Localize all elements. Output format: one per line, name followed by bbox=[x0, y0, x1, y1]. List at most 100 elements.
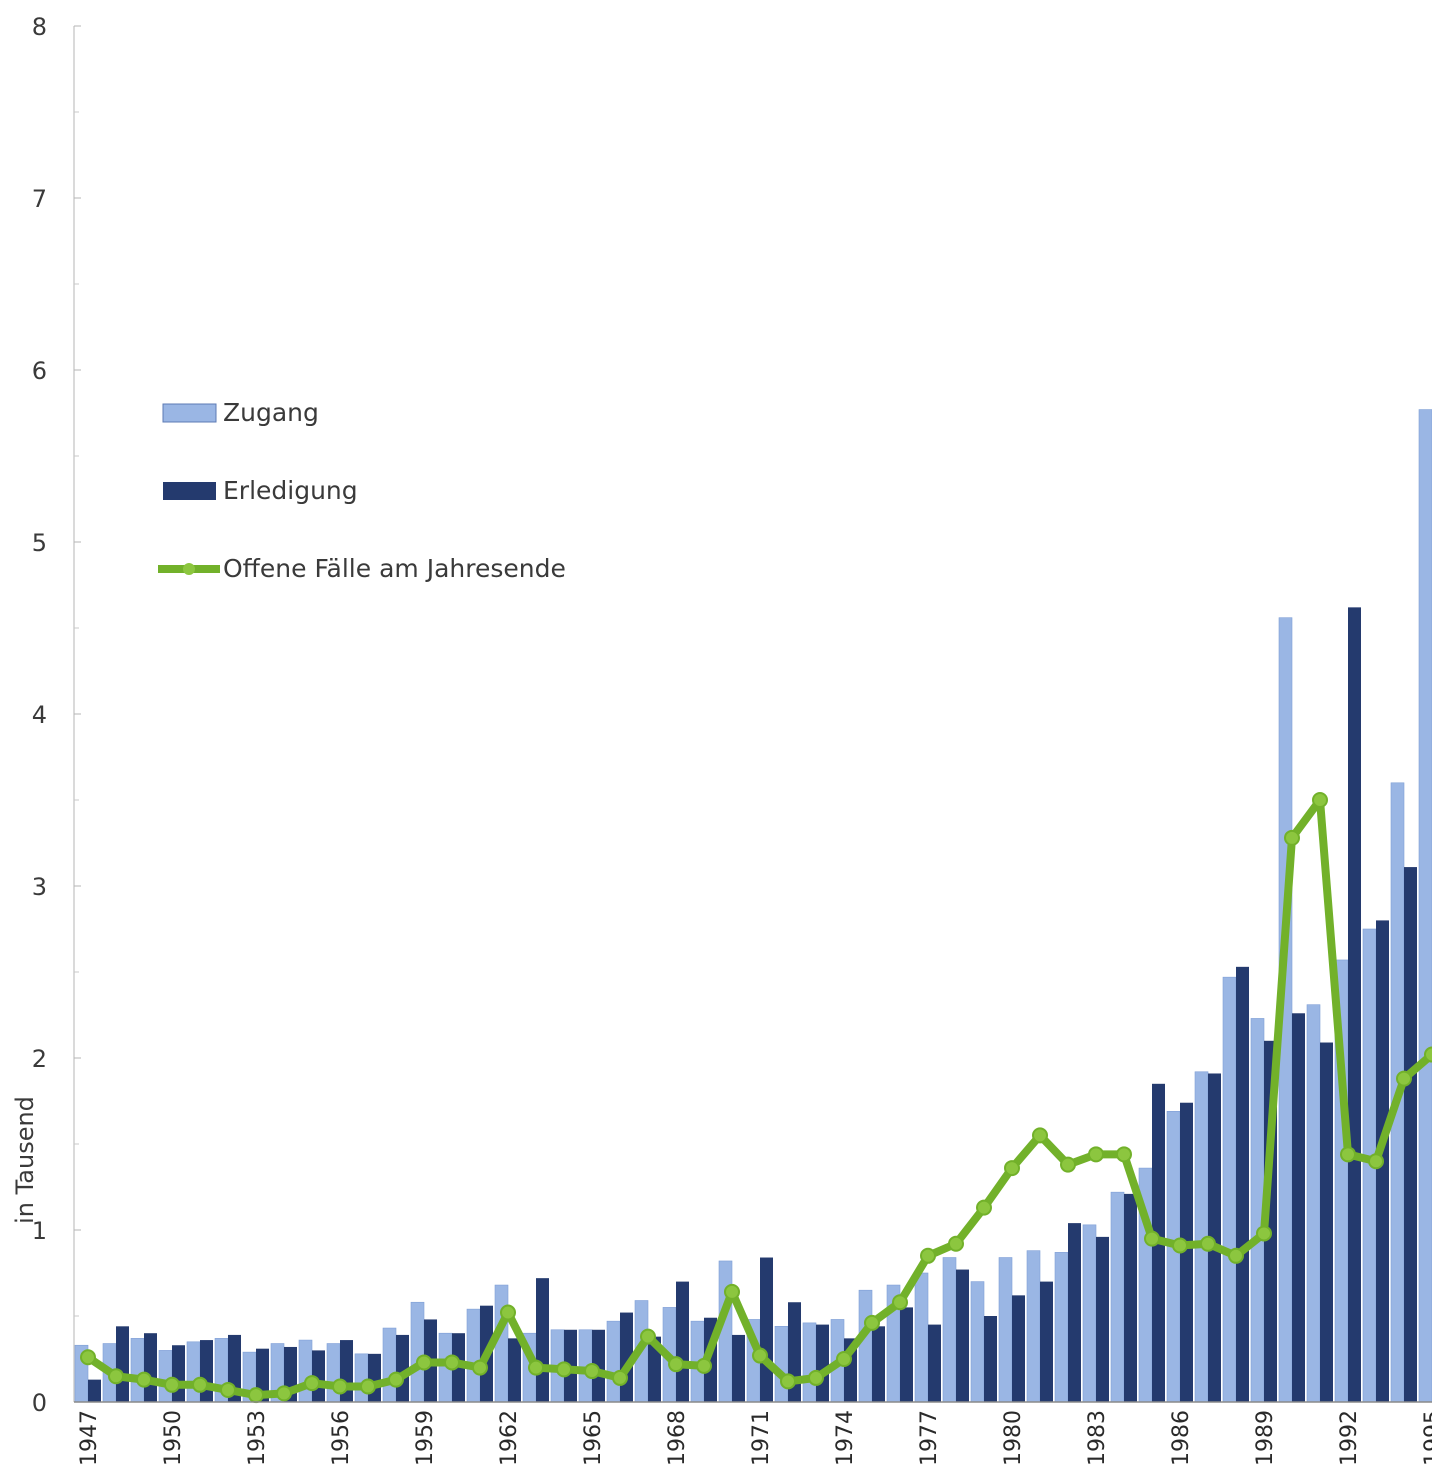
point-offene-faelle bbox=[836, 1351, 852, 1367]
bar-erledigung bbox=[116, 1326, 129, 1402]
point-offene-faelle bbox=[500, 1304, 516, 1321]
line-series bbox=[80, 792, 1432, 1404]
point-offene-faelle bbox=[724, 1283, 740, 1300]
bar-zugang bbox=[606, 1320, 621, 1403]
bar-erledigung bbox=[872, 1326, 885, 1402]
x-tick-label: 1953 bbox=[245, 1410, 270, 1466]
bar-zugang bbox=[942, 1257, 957, 1403]
bar-erledigung bbox=[816, 1324, 829, 1402]
bar-erledigung bbox=[1180, 1102, 1193, 1402]
x-tick-label: 1977 bbox=[917, 1410, 942, 1466]
point-offene-faelle bbox=[1088, 1146, 1104, 1163]
x-tick-label: 1959 bbox=[413, 1410, 438, 1466]
bar-erledigung bbox=[1208, 1073, 1221, 1402]
bar-erledigung bbox=[1124, 1193, 1137, 1402]
legend-label-zugang: Zugang bbox=[223, 398, 319, 427]
y-tick-label: 2 bbox=[32, 1045, 47, 1073]
point-offene-faelle bbox=[668, 1356, 684, 1373]
point-offene-faelle bbox=[1144, 1230, 1160, 1247]
legend-label-offene-faelle: Offene Fälle am Jahresende bbox=[223, 554, 566, 583]
y-tick-label: 0 bbox=[32, 1389, 47, 1417]
bar-zugang bbox=[1082, 1224, 1097, 1403]
bar-zugang bbox=[382, 1327, 397, 1403]
point-offene-faelle bbox=[360, 1378, 376, 1395]
y-tick-label: 5 bbox=[32, 529, 47, 557]
bar-erledigung bbox=[508, 1338, 521, 1402]
x-axis: 1947 1950 1953 1956 1959 1962 1965 1968 1971 1974… bbox=[74, 1401, 1432, 1466]
point-offene-faelle bbox=[1032, 1127, 1048, 1144]
bar-erledigung bbox=[1012, 1295, 1025, 1402]
bar-erledigung bbox=[676, 1281, 689, 1402]
point-offene-faelle bbox=[696, 1357, 712, 1374]
point-offene-faelle bbox=[584, 1363, 600, 1380]
legend-marker-offene-faelle bbox=[183, 563, 195, 575]
point-offene-faelle bbox=[1340, 1146, 1356, 1163]
x-tick-label: 1983 bbox=[1085, 1410, 1110, 1466]
bar-erledigung bbox=[1096, 1236, 1109, 1402]
bar-erledigung bbox=[760, 1257, 773, 1402]
point-offene-faelle bbox=[1424, 1046, 1432, 1063]
point-offene-faelle bbox=[1368, 1153, 1384, 1170]
bar-erledigung bbox=[648, 1336, 661, 1402]
y-tick-label: 7 bbox=[32, 185, 47, 213]
bar-zugang bbox=[410, 1301, 425, 1403]
point-offene-faelle bbox=[1172, 1237, 1188, 1254]
bar-erledigung bbox=[1236, 966, 1249, 1402]
point-offene-faelle bbox=[892, 1294, 908, 1311]
x-tick-label: 1962 bbox=[497, 1410, 522, 1466]
x-tick-label: 1956 bbox=[329, 1410, 354, 1466]
bar-erledigung bbox=[1068, 1223, 1081, 1402]
point-offene-faelle bbox=[1256, 1225, 1272, 1242]
bar-zugang bbox=[130, 1338, 145, 1403]
point-offene-faelle bbox=[416, 1354, 432, 1371]
point-offene-faelle bbox=[1004, 1160, 1020, 1177]
point-offene-faelle bbox=[528, 1359, 544, 1376]
legend-item-zugang: Zugang bbox=[162, 398, 319, 427]
point-offene-faelle bbox=[948, 1235, 964, 1252]
point-offene-faelle bbox=[1116, 1146, 1132, 1163]
point-offene-faelle bbox=[164, 1376, 180, 1393]
point-offene-faelle bbox=[1284, 829, 1300, 846]
legend-label-erledigung: Erledigung bbox=[223, 476, 358, 505]
point-offene-faelle bbox=[864, 1314, 880, 1331]
x-tick-label: 1989 bbox=[1253, 1410, 1278, 1466]
legend-item-offene-faelle: Offene Fälle am Jahresende bbox=[158, 554, 566, 583]
y-tick-label: 3 bbox=[32, 873, 47, 901]
bar-zugang bbox=[158, 1350, 173, 1403]
point-offene-faelle bbox=[1312, 792, 1328, 808]
bar-erledigung bbox=[732, 1334, 745, 1402]
x-tick-label: 1986 bbox=[1169, 1410, 1194, 1466]
bar-erledigung bbox=[928, 1324, 941, 1402]
point-offene-faelle bbox=[220, 1381, 236, 1398]
bar-zugang bbox=[802, 1322, 817, 1403]
bar-erledigung bbox=[1404, 867, 1417, 1402]
bar-zugang bbox=[1026, 1250, 1041, 1403]
x-tick-label: 1968 bbox=[665, 1410, 690, 1466]
bar-erledigung bbox=[984, 1316, 997, 1402]
y-axis-title: in Tausend bbox=[11, 1096, 39, 1224]
bar-zugang bbox=[1166, 1111, 1181, 1403]
bar-erledigung bbox=[88, 1379, 101, 1402]
point-offene-faelle bbox=[108, 1368, 124, 1385]
point-offene-faelle bbox=[136, 1371, 152, 1388]
bar-erledigung bbox=[1320, 1042, 1333, 1402]
x-tick-label: 1971 bbox=[749, 1410, 774, 1466]
point-offene-faelle bbox=[612, 1369, 628, 1386]
bar-zugang bbox=[774, 1326, 789, 1403]
bar-zugang bbox=[1110, 1191, 1125, 1403]
bar-erledigung bbox=[900, 1307, 913, 1402]
bar-zugang bbox=[858, 1289, 873, 1403]
x-tick-label: 1995 bbox=[1421, 1410, 1432, 1466]
y-tick-label: 6 bbox=[32, 357, 47, 385]
point-offene-faelle bbox=[388, 1371, 404, 1388]
bar-erledigung bbox=[536, 1278, 549, 1402]
bar-erledigung bbox=[144, 1333, 157, 1402]
point-offene-faelle bbox=[556, 1361, 572, 1378]
y-tick-label: 8 bbox=[32, 13, 47, 41]
point-offene-faelle bbox=[1200, 1235, 1216, 1252]
y-tick-label: 4 bbox=[32, 701, 47, 729]
bar-erledigung bbox=[1348, 607, 1361, 1402]
legend: Zugang Erledigung Offene Fälle am Jahres… bbox=[158, 398, 566, 583]
x-tick-label: 1980 bbox=[1001, 1410, 1026, 1466]
